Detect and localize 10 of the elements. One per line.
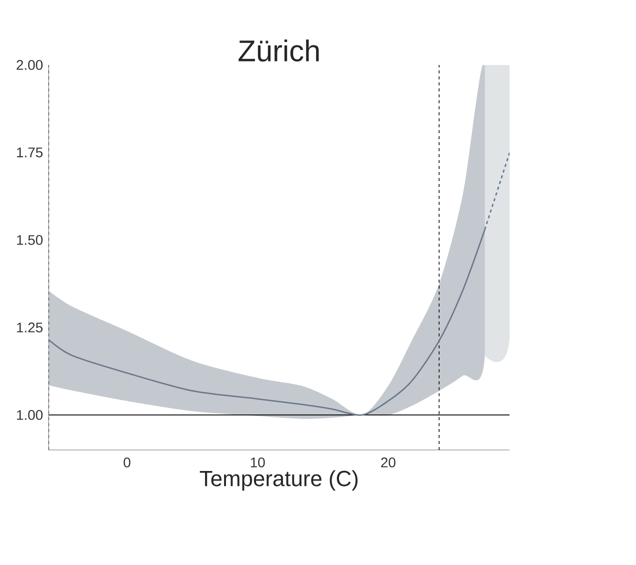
x-tick-label: 10: [250, 457, 265, 468]
y-tick-label: 1.50: [17, 235, 43, 245]
x-tick-label: 0: [124, 457, 130, 468]
y-tick-label: 1.75: [17, 148, 43, 158]
x-tick-label: 20: [381, 457, 396, 468]
y-tick-label: 1.00: [17, 410, 43, 420]
x-axis-title: Temperature (C): [200, 470, 358, 491]
y-tick-label: 1.25: [17, 322, 43, 332]
chart-title: Zürich: [238, 40, 319, 62]
y-tick-label: 2.00: [16, 60, 43, 70]
